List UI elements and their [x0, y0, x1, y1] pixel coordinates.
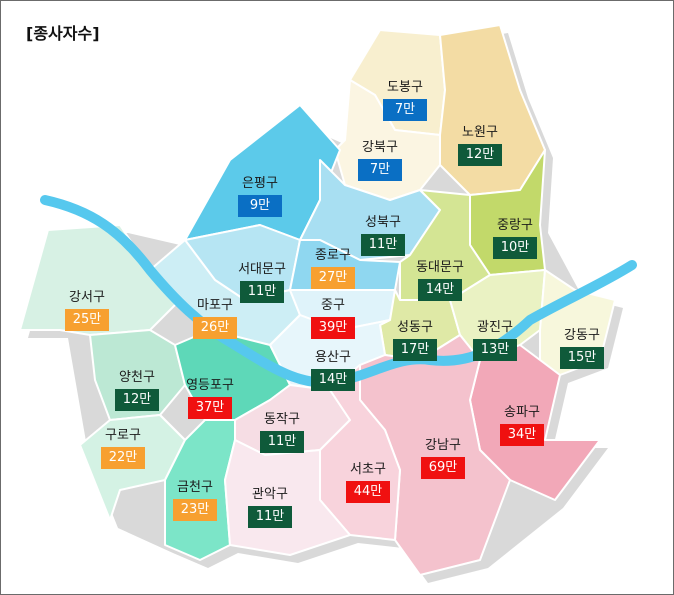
district-name: 성동구: [397, 320, 433, 335]
worker-count-badge: 34만: [500, 424, 544, 446]
worker-count-badge: 15만: [560, 347, 604, 369]
district-label-seongdong[interactable]: 성동구 17만: [370, 320, 460, 361]
district-name: 중구: [321, 298, 345, 313]
district-label-gwangjin[interactable]: 광진구 13만: [450, 320, 540, 361]
district-name: 동대문구: [416, 260, 464, 275]
worker-count-badge: 14만: [418, 279, 462, 301]
worker-count-badge: 13만: [473, 339, 517, 361]
district-name: 중랑구: [497, 218, 533, 233]
district-label-songpa[interactable]: 송파구 34만: [477, 405, 567, 446]
district-name: 송파구: [504, 405, 540, 420]
worker-count-badge: 39만: [311, 317, 355, 339]
district-label-dobong[interactable]: 도봉구 7만: [360, 80, 450, 121]
district-name: 서대문구: [238, 262, 286, 277]
district-label-jongno[interactable]: 종로구 27만: [288, 248, 378, 289]
district-label-geumcheon[interactable]: 금천구 23만: [150, 480, 240, 521]
district-name: 성북구: [365, 215, 401, 230]
district-label-yongsan[interactable]: 용산구 14만: [288, 350, 378, 391]
district-name: 강북구: [362, 140, 398, 155]
worker-count-badge: 26만: [193, 317, 237, 339]
worker-count-badge: 12만: [115, 389, 159, 411]
region-nowon[interactable]: [439, 24, 546, 196]
worker-count-badge: 22만: [101, 447, 145, 469]
worker-count-badge: 7만: [358, 159, 402, 181]
worker-count-badge: 27만: [311, 267, 355, 289]
district-name: 도봉구: [387, 80, 423, 95]
district-name: 종로구: [315, 248, 351, 263]
district-label-jungnang[interactable]: 중랑구 10만: [470, 218, 560, 259]
district-label-mapo[interactable]: 마포구 26만: [170, 298, 260, 339]
worker-count-badge: 69만: [421, 457, 465, 479]
district-label-gangdong[interactable]: 강동구 15만: [537, 328, 627, 369]
district-label-gangseo[interactable]: 강서구 25만: [42, 290, 132, 331]
district-label-gangbuk[interactable]: 강북구 7만: [335, 140, 425, 181]
worker-count-badge: 11만: [260, 431, 304, 453]
district-name: 구로구: [105, 428, 141, 443]
district-name: 강남구: [425, 438, 461, 453]
worker-count-badge: 11만: [361, 234, 405, 256]
district-label-yangcheon[interactable]: 양천구 12만: [92, 370, 182, 411]
worker-count-badge: 10만: [493, 237, 537, 259]
district-label-seocho[interactable]: 서초구 44만: [323, 462, 413, 503]
map-title: [종사자수]: [26, 24, 100, 43]
district-name: 금천구: [177, 480, 213, 495]
district-name: 은평구: [242, 176, 278, 191]
district-name: 동작구: [264, 412, 300, 427]
district-name: 강동구: [564, 328, 600, 343]
worker-count-badge: 23만: [173, 499, 217, 521]
district-name: 관악구: [252, 487, 288, 502]
district-name: 양천구: [119, 370, 155, 385]
district-label-gangnam[interactable]: 강남구 69만: [398, 438, 488, 479]
district-label-jung[interactable]: 중구 39만: [288, 298, 378, 339]
district-label-eunpyeong[interactable]: 은평구 9만: [215, 176, 305, 217]
district-name: 광진구: [477, 320, 513, 335]
worker-count-badge: 9만: [238, 195, 282, 217]
district-label-yeongdeungpo[interactable]: 영등포구 37만: [165, 378, 255, 419]
region-yangcheon[interactable]: [89, 329, 186, 421]
district-label-seodaemun[interactable]: 서대문구 11만: [217, 262, 307, 303]
district-name: 노원구: [462, 125, 498, 140]
district-label-dongjak[interactable]: 동작구 11만: [237, 412, 327, 453]
worker-count-badge: 11만: [240, 281, 284, 303]
worker-count-badge: 11만: [248, 506, 292, 528]
worker-count-badge: 7만: [383, 99, 427, 121]
worker-count-badge: 44만: [346, 481, 390, 503]
district-name: 강서구: [69, 290, 105, 305]
district-name: 용산구: [315, 350, 351, 365]
worker-count-badge: 25만: [65, 309, 109, 331]
district-name: 영등포구: [186, 378, 234, 393]
district-label-seongbuk[interactable]: 성북구 11만: [338, 215, 428, 256]
district-label-gwanak[interactable]: 관악구 11만: [225, 487, 315, 528]
district-name: 서초구: [350, 462, 386, 477]
worker-count-badge: 12만: [458, 144, 502, 166]
district-label-guro[interactable]: 구로구 22만: [78, 428, 168, 469]
worker-count-badge: 14만: [311, 369, 355, 391]
district-label-nowon[interactable]: 노원구 12만: [435, 125, 525, 166]
district-label-dongdaemun[interactable]: 동대문구 14만: [395, 260, 485, 301]
district-name: 마포구: [197, 298, 233, 313]
worker-count-badge: 17만: [393, 339, 437, 361]
worker-count-badge: 37만: [188, 397, 232, 419]
